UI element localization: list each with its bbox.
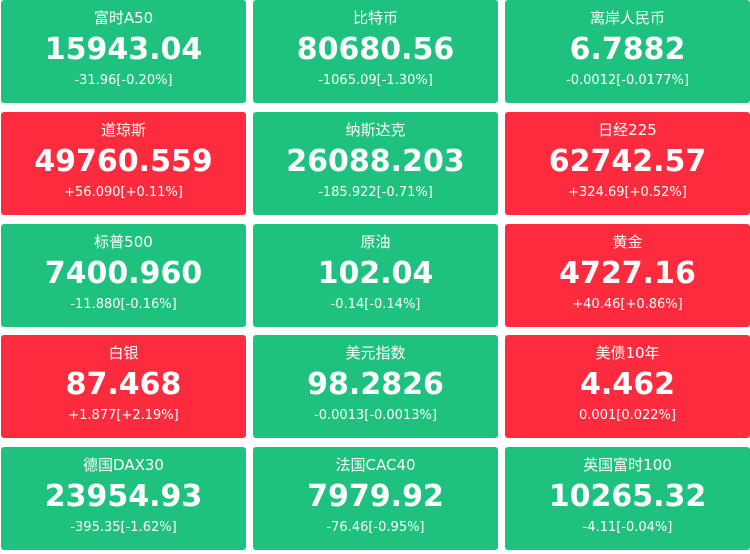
quote-name: 离岸人民币: [589, 9, 665, 27]
quote-price: 87.468: [65, 367, 182, 403]
quote-tile[interactable]: 比特币 80680.56 -1065.09[-1.30%]: [253, 0, 498, 103]
quote-name: 美债10年: [595, 344, 660, 363]
quote-name: 美元指数: [345, 344, 406, 363]
quote-name: 比特币: [352, 9, 398, 27]
quote-tile[interactable]: 黄金 4727.16 +40.46[+0.86%]: [505, 223, 750, 327]
quote-tile[interactable]: 标普500 7400.960 -11.880[-0.16%]: [1, 223, 246, 327]
quote-price: 7400.960: [44, 255, 203, 291]
quote-name: 白银: [108, 344, 139, 363]
quote-name: 纳斯达克: [345, 120, 406, 139]
quote-change: -31.96[-0.20%]: [74, 73, 173, 88]
quote-tile[interactable]: 法国CAC40 7979.92 -76.46[-0.95%]: [253, 447, 498, 550]
quote-name: 富时A50: [93, 9, 154, 27]
quote-tile[interactable]: 纳斯达克 26088.203 -185.922[-0.71%]: [253, 111, 498, 215]
quote-name: 德国DAX30: [83, 456, 164, 474]
quote-price: 10265.32: [548, 479, 707, 514]
quote-change: -4.11[-0.04%]: [582, 520, 673, 535]
quote-name: 道琼斯: [100, 120, 146, 139]
quote-tile[interactable]: 美债10年 4.462 0.001[0.022%]: [505, 335, 750, 439]
quote-change: -0.14[-0.14%]: [330, 296, 421, 312]
quote-tile[interactable]: 道琼斯 49760.559 +56.090[+0.11%]: [1, 111, 246, 215]
quote-change: -0.0012[-0.0177%]: [566, 73, 689, 88]
quote-change: -11.880[-0.16%]: [70, 296, 177, 312]
quote-change: +324.69[+0.52%]: [568, 184, 687, 200]
quote-change: -185.922[-0.71%]: [318, 184, 433, 200]
quote-change: -0.0013[-0.0013%]: [314, 408, 437, 424]
quote-change: +1.877[+2.19%]: [68, 408, 179, 424]
quote-tile[interactable]: 日经225 62742.57 +324.69[+0.52%]: [505, 111, 750, 215]
quote-price: 62742.57: [548, 143, 707, 179]
quote-change: -76.46[-0.95%]: [326, 520, 425, 535]
quote-tile[interactable]: 离岸人民币 6.7882 -0.0012[-0.0177%]: [505, 0, 750, 103]
quote-name: 法国CAC40: [335, 456, 416, 474]
quote-price: 23954.93: [44, 479, 203, 514]
quote-tile[interactable]: 美元指数 98.2826 -0.0013[-0.0013%]: [253, 335, 498, 439]
quote-tile[interactable]: 富时A50 15943.04 -31.96[-0.20%]: [1, 0, 246, 103]
quote-name: 黄金: [612, 232, 643, 251]
quote-name: 原油: [360, 232, 391, 251]
quote-price: 26088.203: [286, 143, 465, 179]
quote-name: 标普500: [94, 232, 153, 251]
quote-price: 6.7882: [569, 32, 686, 67]
quote-price: 15943.04: [44, 32, 203, 67]
quote-change: +56.090[+0.11%]: [64, 184, 183, 200]
quote-price: 7979.92: [307, 479, 444, 514]
quote-price: 4727.16: [559, 255, 696, 291]
quote-price: 102.04: [317, 255, 434, 291]
quote-change: 0.001[0.022%]: [579, 408, 676, 424]
quote-name: 英国富时100: [583, 456, 672, 474]
quote-price: 80680.56: [296, 32, 455, 67]
quote-tile[interactable]: 白银 87.468 +1.877[+2.19%]: [1, 335, 246, 439]
quote-name: 日经225: [598, 120, 657, 139]
quote-change: -1065.09[-1.30%]: [318, 73, 433, 88]
quote-price: 98.2826: [307, 367, 444, 403]
quote-price: 49760.559: [34, 143, 213, 179]
quote-tile[interactable]: 英国富时100 10265.32 -4.11[-0.04%]: [505, 447, 750, 550]
quote-tile[interactable]: 德国DAX30 23954.93 -395.35[-1.62%]: [1, 447, 246, 550]
quote-tile[interactable]: 原油 102.04 -0.14[-0.14%]: [253, 223, 498, 327]
quote-price: 4.462: [580, 367, 675, 403]
quote-change: +40.46[+0.86%]: [572, 296, 683, 312]
quote-change: -395.35[-1.62%]: [70, 520, 177, 535]
